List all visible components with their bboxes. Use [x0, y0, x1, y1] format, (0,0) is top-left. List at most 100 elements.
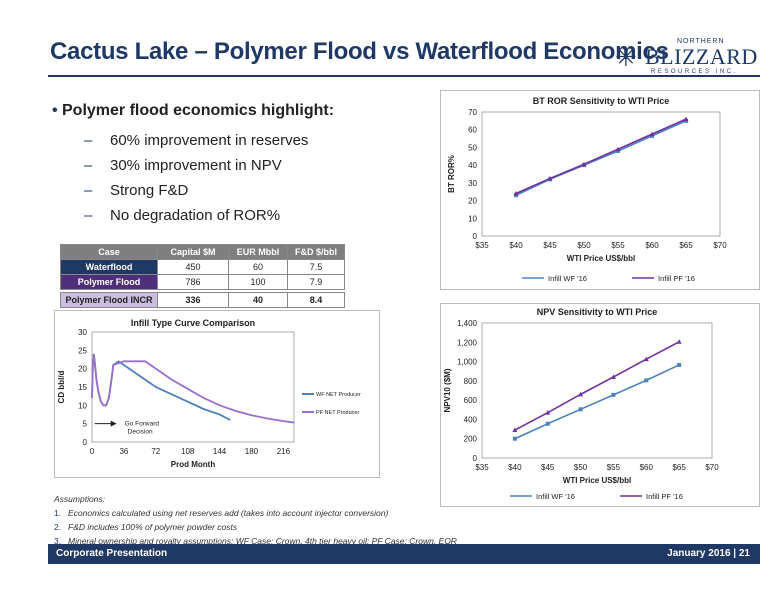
col-case: Case [60, 244, 158, 260]
x-tick-label: $65 [672, 463, 686, 472]
x-tick-label: 72 [151, 447, 160, 456]
table-row: Polymer Flood 786 100 7.9 [60, 274, 345, 290]
row-label-incr: Polymer Flood INCR [60, 292, 158, 308]
npv-chart: NPV Sensitivity to WTI Price 0 200 400 600 80… [440, 303, 760, 507]
data-point [649, 131, 655, 137]
y-tick-label: 1,200 [457, 338, 478, 347]
data-point [643, 356, 649, 362]
x-axis-label: Prod Month [171, 460, 216, 469]
bullet-sub: – Strong F&D [84, 182, 189, 199]
legend-entry: PF NET Producer [316, 410, 359, 416]
x-tick-label: 0 [90, 447, 95, 456]
x-tick-label: $55 [607, 463, 621, 472]
y-tick-label: 200 [464, 435, 478, 444]
bullet-main: • Polymer flood economics highlight: [52, 102, 334, 120]
x-tick-label: $50 [577, 241, 591, 250]
bullet-list: • Polymer flood economics highlight: –60%… [52, 102, 334, 232]
table-cell: 60 [228, 259, 288, 275]
y-tick-label: 0 [473, 232, 478, 241]
col-eur: EUR Mbbl [228, 244, 288, 260]
y-tick-label: 0 [473, 454, 478, 463]
y-tick-label: 30 [78, 328, 87, 337]
data-point [547, 175, 553, 181]
y-tick-label: 40 [468, 161, 477, 170]
company-logo: ✳ NORTHERN BLIZZARD RESOURCES INC. [615, 38, 765, 78]
y-tick-label: 600 [464, 396, 478, 405]
data-point [644, 378, 649, 383]
data-point [513, 190, 519, 196]
table-cell: 8.4 [287, 292, 345, 308]
footer-left: Corporate Presentation [56, 548, 168, 559]
x-tick-label: $60 [645, 241, 659, 250]
data-point [512, 427, 518, 433]
chart-svg: BT ROR Sensitivity to WTI Price 0 10 20 30 40… [440, 90, 760, 290]
plot-area [481, 111, 721, 237]
y-tick-label: 10 [78, 401, 87, 410]
economics-table: Case Capital $M EUR Mbbl F&D $/bbl Water… [60, 244, 345, 290]
data-point [581, 161, 587, 167]
table-cell: 336 [157, 292, 229, 308]
y-tick-label: 10 [468, 214, 477, 223]
bullet-sub-text: No degradation of ROR% [110, 207, 281, 224]
x-tick-label: 180 [245, 447, 259, 456]
table-cell: 786 [157, 274, 229, 290]
x-tick-label: 144 [213, 447, 227, 456]
table-cell: 100 [228, 274, 288, 290]
x-tick-label: $55 [611, 241, 625, 250]
title-divider [48, 75, 760, 77]
col-fd: F&D $/bbl [287, 244, 345, 260]
y-tick-label: 30 [468, 179, 477, 188]
x-tick-label: 36 [119, 447, 128, 456]
assumption-text: Mineral ownership and royalty assumption… [68, 536, 457, 546]
y-tick-label: 5 [83, 420, 88, 429]
row-label-polymer: Polymer Flood [60, 274, 158, 290]
assumptions: Assumptions: 1. Economics calculated usin… [54, 494, 457, 550]
data-point [512, 436, 517, 441]
data-point [615, 146, 621, 152]
x-tick-label: $40 [509, 241, 523, 250]
row-label-waterflood: Waterflood [60, 259, 158, 275]
annotation-text: Go Forward [125, 421, 160, 428]
y-tick-label: 25 [78, 346, 87, 355]
arrow-head-icon [110, 420, 117, 427]
snowflake-icon: ✳ [615, 42, 637, 72]
x-tick-label: $35 [475, 463, 489, 472]
footer-bar: Corporate Presentation January 2016 | 21 [48, 544, 760, 564]
bullet-sub-text: 30% improvement in NPV [110, 157, 282, 174]
data-point [683, 116, 689, 122]
data-point [578, 407, 583, 412]
y-axis-label: NPV10 ($M) [443, 368, 452, 412]
y-tick-label: 20 [78, 365, 87, 374]
y-tick-label: 800 [464, 377, 478, 386]
chart-title: Infill Type Curve Comparison [131, 318, 255, 328]
chart-svg: Infill Type Curve Comparison 0 5 10 15 20 25 30… [54, 310, 380, 478]
y-axis-label: BT ROR% [447, 155, 456, 193]
y-tick-label: 400 [464, 415, 478, 424]
data-point [611, 392, 616, 397]
bullet-sub: –30% improvement in NPV [84, 157, 282, 174]
data-point [545, 421, 550, 426]
series-line [515, 120, 687, 196]
annotation-text: Decision [128, 429, 153, 436]
footer-right: January 2016 | 21 [667, 548, 750, 559]
assumption-text: Economics calculated using net reserves … [68, 508, 389, 518]
chart-title: BT ROR Sensitivity to WTI Price [533, 96, 670, 106]
table-cell: 40 [228, 292, 288, 308]
bullet-sub: –60% improvement in reserves [84, 132, 309, 149]
table-row: Waterflood 450 60 7.5 [60, 259, 345, 275]
y-tick-label: 50 [468, 143, 477, 152]
y-axis-label: CD bbl/d [57, 370, 66, 403]
legend-entry: Infill PF '16 [646, 492, 683, 501]
legend-entry: Infill WF '16 [548, 274, 587, 283]
x-tick-label: $65 [679, 241, 693, 250]
data-point [545, 410, 551, 415]
data-point [610, 374, 616, 379]
legend-entry: Infill PF '16 [658, 274, 695, 283]
ror-chart: BT ROR Sensitivity to WTI Price 0 10 20 30 40… [440, 90, 760, 290]
x-tick-label: $70 [705, 463, 719, 472]
chart-svg: NPV Sensitivity to WTI Price 0 200 400 600 80… [440, 303, 760, 507]
data-point [578, 391, 584, 397]
y-tick-label: 1,000 [457, 358, 478, 367]
legend-entry: Infill WF '16 [536, 492, 575, 501]
type-curve-chart: Infill Type Curve Comparison 0 5 10 15 20 25 30… [54, 310, 380, 478]
